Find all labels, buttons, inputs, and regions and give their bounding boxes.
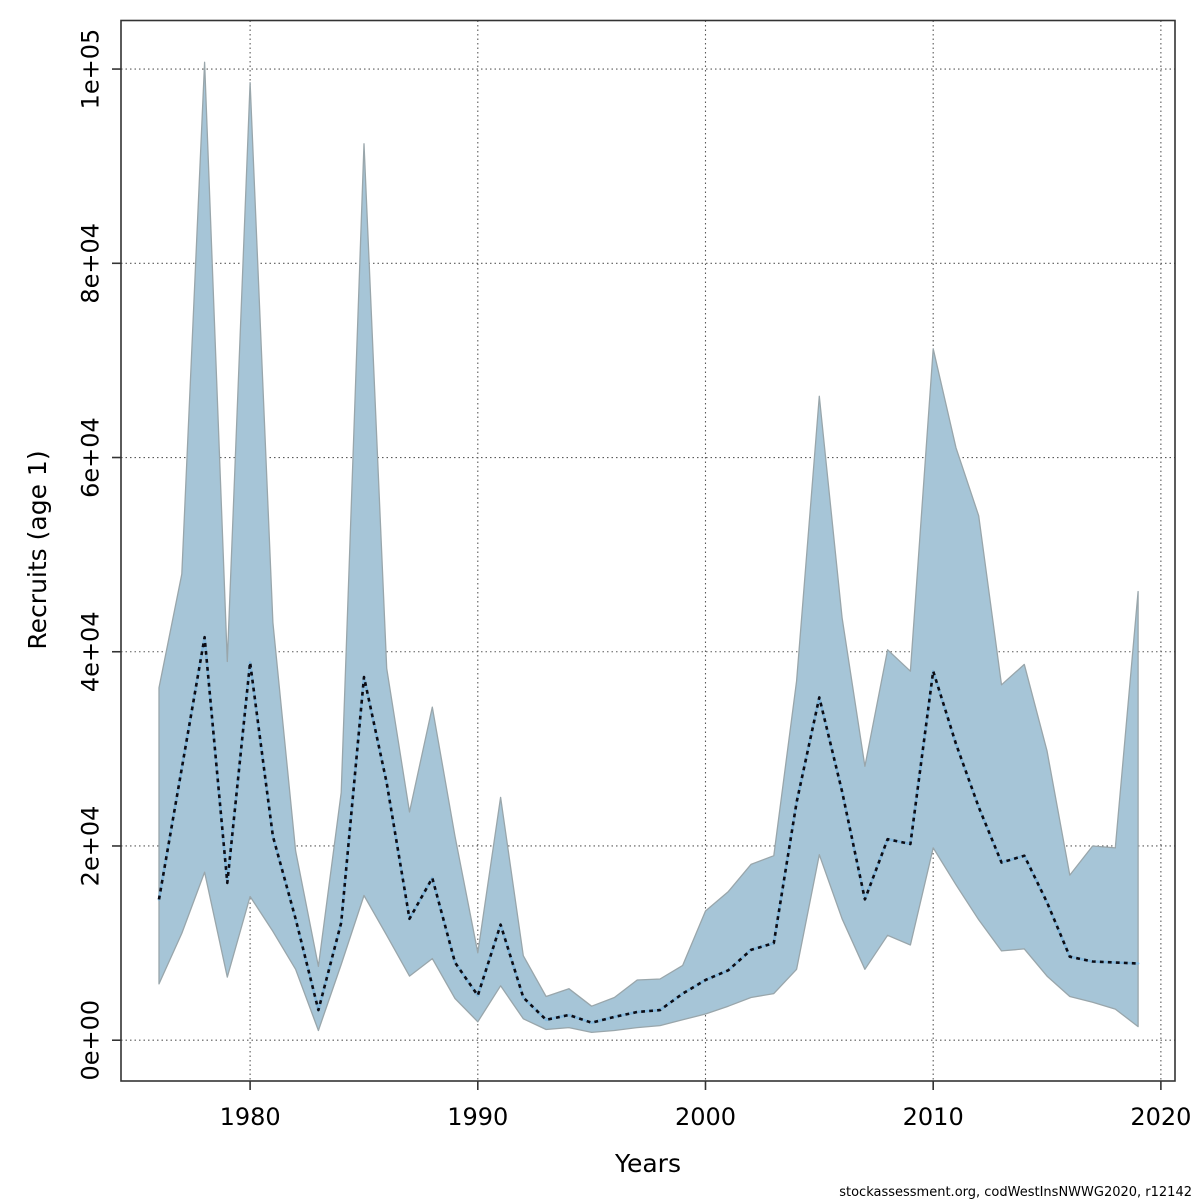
median-line-layer: [157, 635, 1140, 1025]
axis-ticks: [112, 68, 1162, 1090]
gridlines: [121, 20, 1175, 1081]
confidence-band: [158, 61, 1139, 1034]
y-tick-label: 4e+04: [76, 611, 104, 692]
y-tick-label: 8e+04: [76, 223, 104, 304]
median-line: [157, 635, 1139, 1025]
y-tick-label: 6e+04: [76, 417, 104, 498]
y-axis-title: Recruits (age 1): [23, 450, 52, 649]
y-tick-labels: 0e+00 2e+04 4e+04 6e+04 8e+04 1e+05: [76, 29, 104, 1081]
x-tick-label: 2010: [903, 1103, 964, 1131]
x-tick-label: 1980: [220, 1103, 281, 1131]
confidence-band-layer: [158, 61, 1139, 1034]
plot-border: [120, 19, 1176, 1082]
y-tick-label: 0e+00: [76, 1000, 104, 1081]
x-tick-label: 1990: [447, 1103, 508, 1131]
x-tick-label: 2000: [675, 1103, 736, 1131]
x-axis-title: Years: [614, 1149, 681, 1178]
footer-credit: stockassessment.org, codWestInsNWWG2020,…: [839, 1185, 1192, 1200]
y-tick-label: 1e+05: [76, 29, 104, 110]
x-tick-labels: 1980 1990 2000 2010 2020: [220, 1103, 1192, 1131]
y-tick-label: 2e+04: [76, 806, 104, 887]
x-tick-label: 2020: [1130, 1103, 1191, 1131]
